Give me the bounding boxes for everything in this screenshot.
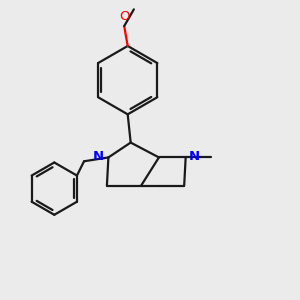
- Text: N: N: [93, 150, 104, 163]
- Text: N: N: [189, 150, 200, 163]
- Text: O: O: [119, 10, 129, 22]
